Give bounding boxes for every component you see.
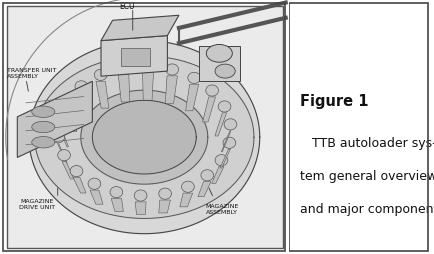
Polygon shape (221, 131, 231, 152)
Circle shape (223, 137, 236, 148)
Circle shape (58, 150, 70, 161)
Polygon shape (135, 202, 146, 215)
Polygon shape (142, 72, 154, 100)
Text: tem general overview: tem general overview (300, 170, 434, 183)
Polygon shape (35, 56, 254, 218)
Circle shape (94, 69, 107, 81)
Circle shape (141, 60, 155, 72)
Circle shape (201, 170, 214, 181)
Circle shape (159, 188, 171, 199)
Circle shape (70, 166, 83, 177)
Circle shape (53, 113, 66, 124)
Circle shape (215, 155, 228, 166)
Polygon shape (220, 149, 230, 168)
Polygon shape (215, 113, 227, 136)
Circle shape (61, 96, 73, 107)
Circle shape (75, 81, 88, 92)
Polygon shape (180, 193, 193, 207)
Polygon shape (212, 167, 224, 183)
Polygon shape (78, 93, 91, 118)
Ellipse shape (32, 136, 55, 148)
Polygon shape (90, 190, 103, 204)
Bar (199, 46, 240, 81)
Ellipse shape (32, 106, 55, 118)
Polygon shape (118, 74, 130, 102)
Polygon shape (62, 162, 74, 179)
Circle shape (134, 190, 147, 201)
Circle shape (218, 101, 231, 112)
Polygon shape (29, 51, 260, 244)
Polygon shape (17, 81, 92, 157)
Circle shape (188, 72, 201, 84)
Text: TRANSFER UNIT
ASSEMBLY: TRANSFER UNIT ASSEMBLY (7, 68, 57, 79)
Ellipse shape (32, 121, 55, 133)
Text: and major components.: and major components. (300, 203, 434, 216)
Text: MAGAZINE
ASSEMBLY: MAGAZINE ASSEMBLY (206, 204, 239, 215)
Polygon shape (198, 182, 211, 197)
Polygon shape (101, 15, 179, 41)
Polygon shape (65, 108, 77, 132)
Polygon shape (73, 178, 86, 193)
Polygon shape (111, 198, 123, 212)
Bar (121, 48, 150, 66)
Circle shape (166, 64, 178, 75)
Text: Figure 1: Figure 1 (300, 94, 369, 109)
Polygon shape (58, 125, 69, 147)
Circle shape (110, 186, 123, 198)
Circle shape (224, 119, 237, 130)
Ellipse shape (215, 64, 235, 78)
Circle shape (206, 85, 218, 96)
Circle shape (117, 62, 130, 73)
Circle shape (52, 132, 65, 143)
Circle shape (181, 181, 194, 192)
Circle shape (88, 178, 101, 189)
Text: ECU: ECU (119, 2, 135, 11)
Text: MAGAZINE
DRIVE UNIT: MAGAZINE DRIVE UNIT (20, 199, 56, 210)
Ellipse shape (206, 44, 232, 62)
Polygon shape (203, 97, 216, 122)
Polygon shape (58, 144, 67, 163)
Polygon shape (96, 81, 109, 108)
Polygon shape (92, 100, 196, 174)
Polygon shape (101, 36, 168, 76)
Polygon shape (29, 41, 260, 234)
Text: TTB autoloader sys-: TTB autoloader sys- (300, 137, 434, 150)
Polygon shape (165, 76, 178, 103)
Polygon shape (186, 84, 199, 111)
Polygon shape (159, 200, 171, 213)
Polygon shape (81, 90, 208, 184)
